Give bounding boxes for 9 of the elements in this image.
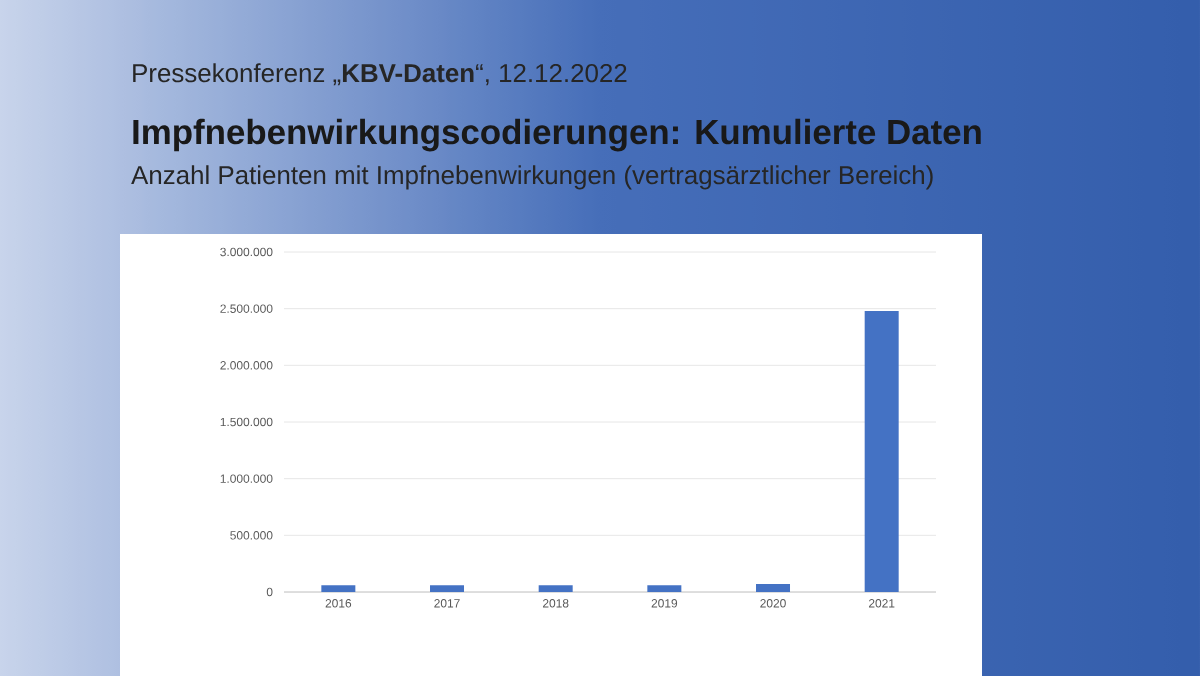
bar (430, 585, 465, 592)
bar (864, 310, 899, 592)
bar (538, 585, 573, 592)
bar (756, 584, 791, 592)
text: Pressekonferenz „KBV-Daten“, 12.12.2022 (133, 63, 627, 86)
bar (321, 585, 356, 592)
chart-subtitle: Anzahl Patienten mit Impfnebenwirkungen (vertragsärztlicher Bereich) (131, 165, 933, 190)
bar (647, 585, 682, 592)
chart-title: Impfnebenwirkungscodierungen: Kumulierte Daten (133, 118, 981, 152)
